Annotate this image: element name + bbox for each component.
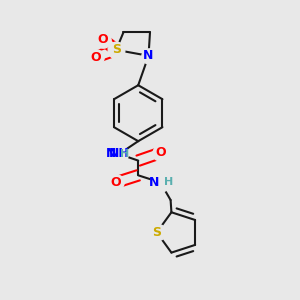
- Text: H: H: [120, 148, 129, 158]
- Text: S: S: [112, 44, 121, 56]
- Text: O: O: [111, 176, 122, 189]
- Text: NH: NH: [109, 147, 130, 160]
- Text: O: O: [98, 33, 108, 46]
- Text: N: N: [106, 147, 116, 160]
- Text: N: N: [143, 49, 154, 62]
- Text: S: S: [152, 226, 161, 239]
- Text: O: O: [155, 146, 166, 159]
- Text: O: O: [90, 51, 101, 64]
- Text: H: H: [164, 177, 173, 188]
- Text: N: N: [149, 176, 159, 189]
